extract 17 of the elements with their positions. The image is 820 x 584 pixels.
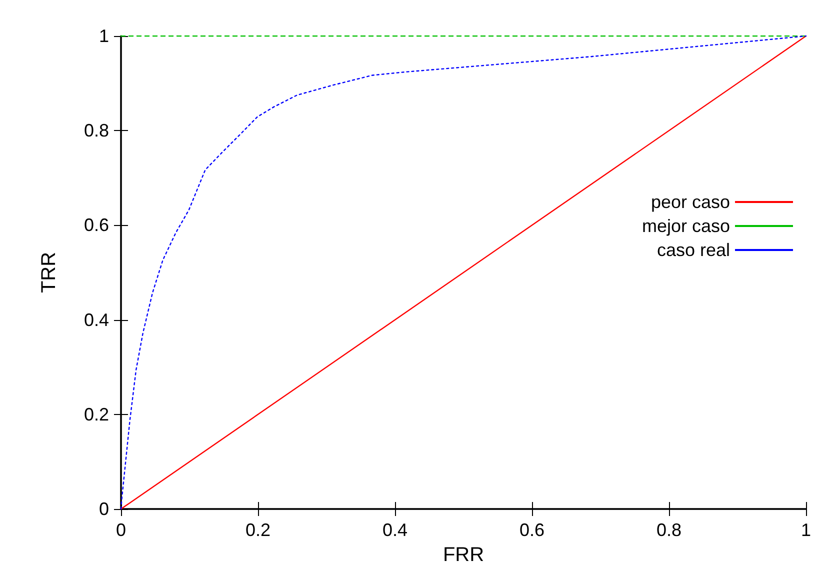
x-tick-label: 0.4 [382, 520, 408, 540]
y-tick-label: 0.6 [84, 215, 109, 236]
y-axis-title: TRR [38, 252, 60, 294]
legend-label: peor caso [650, 192, 730, 212]
y-tick-label: 0 [98, 499, 109, 519]
y-tick-label: 0.4 [84, 310, 109, 330]
x-tick-label: 0.2 [245, 520, 271, 540]
x-tick-label: 0.8 [656, 520, 682, 540]
legend-label: mejor caso [642, 216, 730, 236]
y-tick-label: 1 [98, 26, 109, 46]
x-axis-title: FRR [442, 544, 484, 566]
legend-label: caso real [656, 240, 730, 260]
x-tick-label: 1 [800, 520, 812, 540]
x-tick-label: 0 [116, 520, 126, 540]
y-tick-label: 0.8 [84, 120, 109, 141]
x-tick-label: 0.6 [519, 520, 545, 540]
y-tick-label: 0.2 [84, 404, 109, 424]
